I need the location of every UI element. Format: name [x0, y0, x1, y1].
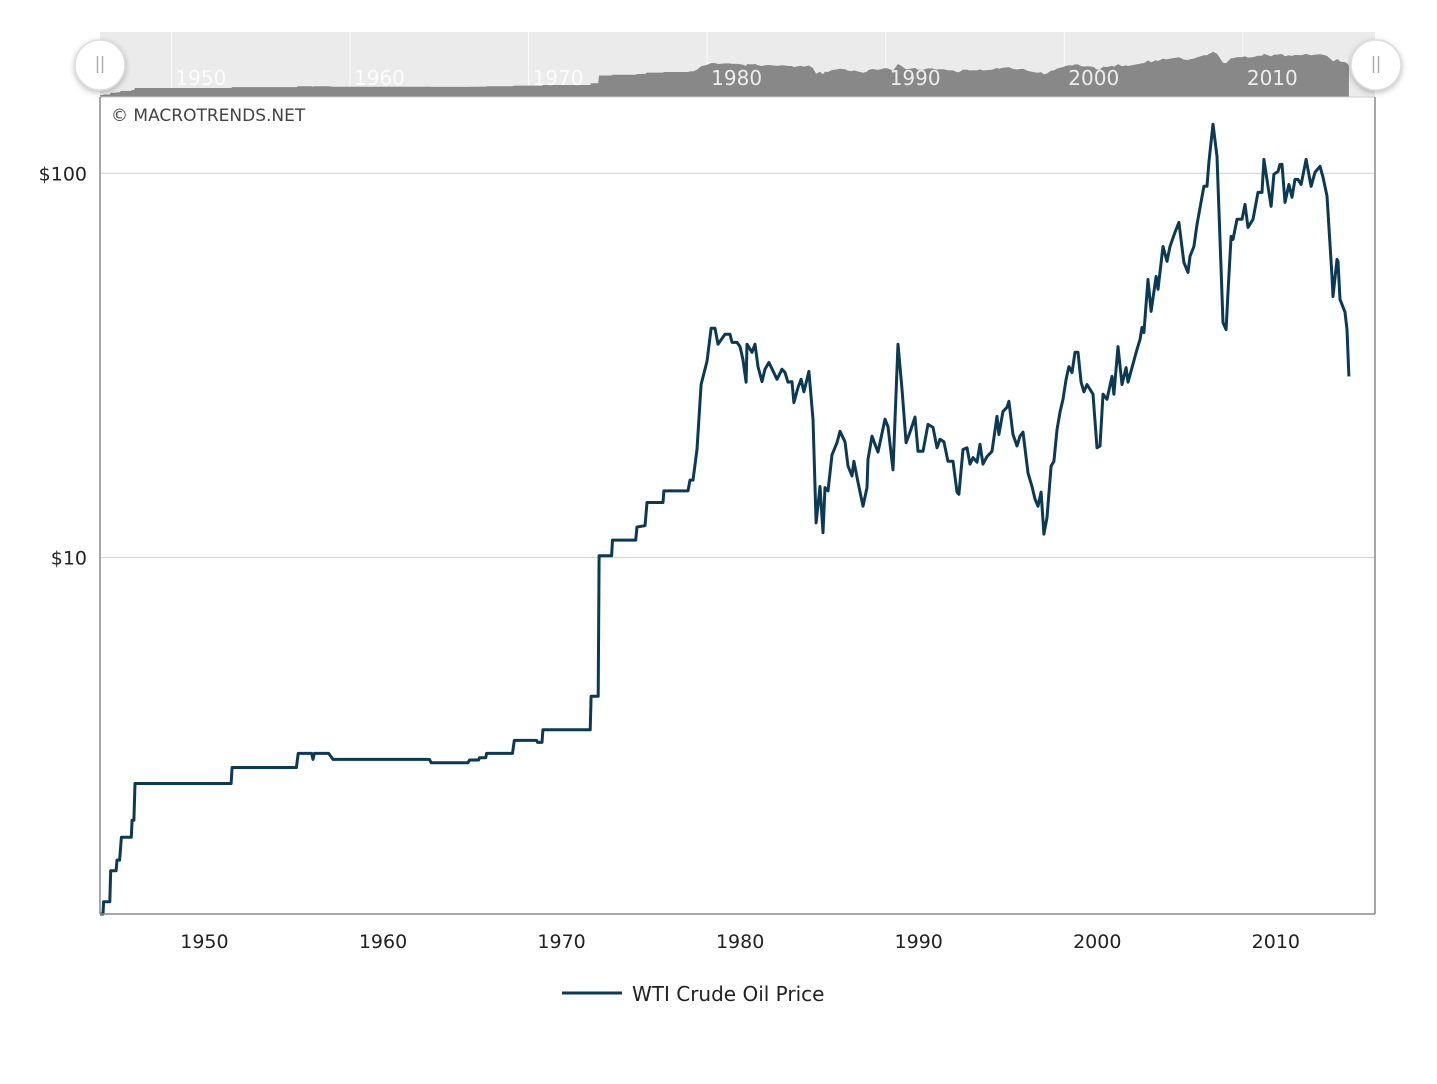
x-tick-label: 2000: [1073, 931, 1121, 953]
x-tick-label: 1980: [716, 931, 764, 953]
x-tick-label: 1990: [895, 931, 943, 953]
navigator-left-handle[interactable]: [74, 39, 126, 91]
grip-icon: [1372, 56, 1380, 73]
navigator-tick-label: 2000: [1068, 66, 1119, 90]
watermark-text: © MACROTRENDS.NET: [111, 106, 306, 126]
series-line-wti-crude-oil-price: [100, 122, 1351, 916]
y-axis-labels: $10 $100: [39, 163, 87, 569]
legend[interactable]: WTI Crude Oil Price: [562, 982, 824, 1006]
x-tick-label: 1960: [359, 931, 407, 953]
navigator-right-handle[interactable]: [1350, 39, 1402, 91]
x-tick-label: 2010: [1252, 931, 1300, 953]
y-tick-label: $10: [51, 547, 87, 569]
navigator-tick-label: 1960: [354, 66, 405, 90]
x-tick-label: 1950: [180, 931, 228, 953]
x-tick-label: 1970: [537, 931, 585, 953]
handle-circle[interactable]: [1350, 39, 1402, 91]
navigator-area-series: [100, 51, 1349, 97]
navigator-tick-label: 1970: [533, 66, 584, 90]
navigator-tick-label: 2010: [1247, 66, 1298, 90]
y-tick-label: $100: [39, 163, 87, 185]
plot-frame: [99, 97, 1376, 915]
y-gridlines: [100, 172, 1375, 559]
x-axis-labels: 1950 1960 1970 1980 1990 2000 2010: [180, 931, 1300, 953]
range-navigator[interactable]: 1950 1960 1970 1980 1990 2000 2010: [100, 32, 1375, 98]
navigator-tick-label: 1990: [890, 66, 941, 90]
grip-icon: [96, 56, 104, 73]
navigator-labels: 1950 1960 1970 1980 1990 2000 2010: [175, 66, 1297, 90]
navigator-tick-label: 1980: [711, 66, 762, 90]
navigator-tick-label: 1950: [175, 66, 226, 90]
handle-circle[interactable]: [74, 39, 126, 91]
legend-label[interactable]: WTI Crude Oil Price: [632, 982, 824, 1006]
